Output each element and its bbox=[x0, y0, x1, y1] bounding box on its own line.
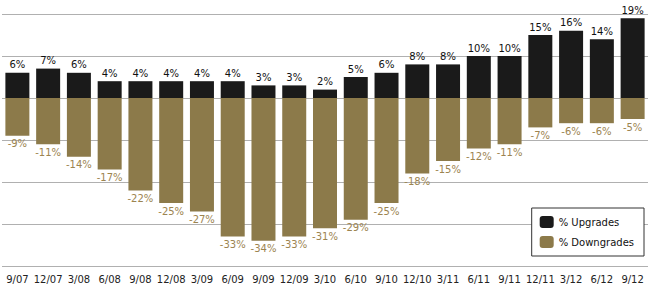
svg-text:9/10: 9/10 bbox=[375, 274, 397, 285]
svg-text:4%: 4% bbox=[163, 68, 179, 79]
svg-text:9/08: 9/08 bbox=[129, 274, 151, 285]
svg-text:9/07: 9/07 bbox=[6, 274, 28, 285]
svg-text:8%: 8% bbox=[409, 51, 425, 62]
svg-text:-33%: -33% bbox=[281, 239, 307, 250]
svg-text:-14%: -14% bbox=[66, 159, 92, 170]
svg-text:6/08: 6/08 bbox=[98, 274, 120, 285]
svg-text:10%: 10% bbox=[468, 43, 490, 54]
svg-text:-29%: -29% bbox=[343, 222, 369, 233]
svg-text:-11%: -11% bbox=[35, 147, 61, 158]
svg-text:3%: 3% bbox=[286, 72, 302, 83]
svg-text:-18%: -18% bbox=[404, 176, 430, 187]
svg-text:-6%: -6% bbox=[592, 126, 611, 137]
svg-text:-9%: -9% bbox=[8, 138, 27, 149]
svg-text:9/11: 9/11 bbox=[498, 274, 520, 285]
svg-text:4%: 4% bbox=[194, 68, 210, 79]
svg-text:4%: 4% bbox=[102, 68, 118, 79]
svg-text:6%: 6% bbox=[379, 59, 395, 70]
svg-text:14%: 14% bbox=[591, 26, 613, 37]
svg-text:3/09: 3/09 bbox=[191, 274, 213, 285]
svg-text:% Downgrades: % Downgrades bbox=[559, 237, 634, 248]
svg-text:3%: 3% bbox=[256, 72, 272, 83]
svg-text:12/10: 12/10 bbox=[403, 274, 432, 285]
svg-text:-11%: -11% bbox=[497, 147, 523, 158]
svg-text:-34%: -34% bbox=[251, 243, 277, 254]
svg-text:% Upgrades: % Upgrades bbox=[559, 217, 620, 228]
svg-text:6/10: 6/10 bbox=[345, 274, 367, 285]
svg-text:6%: 6% bbox=[71, 59, 87, 70]
svg-text:12/08: 12/08 bbox=[157, 274, 186, 285]
svg-text:7%: 7% bbox=[40, 55, 56, 66]
svg-text:6/11: 6/11 bbox=[468, 274, 490, 285]
svg-text:-22%: -22% bbox=[128, 193, 154, 204]
svg-text:-33%: -33% bbox=[220, 239, 246, 250]
svg-text:-25%: -25% bbox=[158, 206, 184, 217]
svg-text:-12%: -12% bbox=[466, 151, 492, 162]
svg-text:15%: 15% bbox=[529, 22, 551, 33]
svg-text:12/11: 12/11 bbox=[526, 274, 555, 285]
svg-text:8%: 8% bbox=[440, 51, 456, 62]
svg-text:-17%: -17% bbox=[97, 172, 123, 183]
svg-text:-5%: -5% bbox=[623, 122, 642, 133]
svg-text:3/11: 3/11 bbox=[437, 274, 459, 285]
svg-text:12/07: 12/07 bbox=[34, 274, 63, 285]
svg-text:6/12: 6/12 bbox=[591, 274, 613, 285]
svg-text:9/09: 9/09 bbox=[252, 274, 274, 285]
svg-text:-15%: -15% bbox=[435, 164, 461, 175]
svg-text:-7%: -7% bbox=[531, 130, 550, 141]
svg-text:3/12: 3/12 bbox=[560, 274, 582, 285]
svg-text:5%: 5% bbox=[348, 64, 364, 75]
svg-text:-27%: -27% bbox=[189, 214, 215, 225]
svg-text:10%: 10% bbox=[498, 43, 520, 54]
svg-text:12/09: 12/09 bbox=[280, 274, 309, 285]
svg-text:19%: 19% bbox=[622, 5, 644, 16]
svg-text:9/12: 9/12 bbox=[621, 274, 643, 285]
svg-text:-6%: -6% bbox=[561, 126, 580, 137]
svg-text:2%: 2% bbox=[317, 76, 333, 87]
svg-text:-25%: -25% bbox=[374, 206, 400, 217]
svg-text:3/08: 3/08 bbox=[68, 274, 90, 285]
svg-text:16%: 16% bbox=[560, 17, 582, 28]
svg-text:4%: 4% bbox=[132, 68, 148, 79]
svg-text:4%: 4% bbox=[225, 68, 241, 79]
svg-text:6%: 6% bbox=[9, 59, 25, 70]
svg-text:3/10: 3/10 bbox=[314, 274, 336, 285]
svg-text:6/09: 6/09 bbox=[221, 274, 243, 285]
svg-text:-31%: -31% bbox=[312, 231, 338, 242]
